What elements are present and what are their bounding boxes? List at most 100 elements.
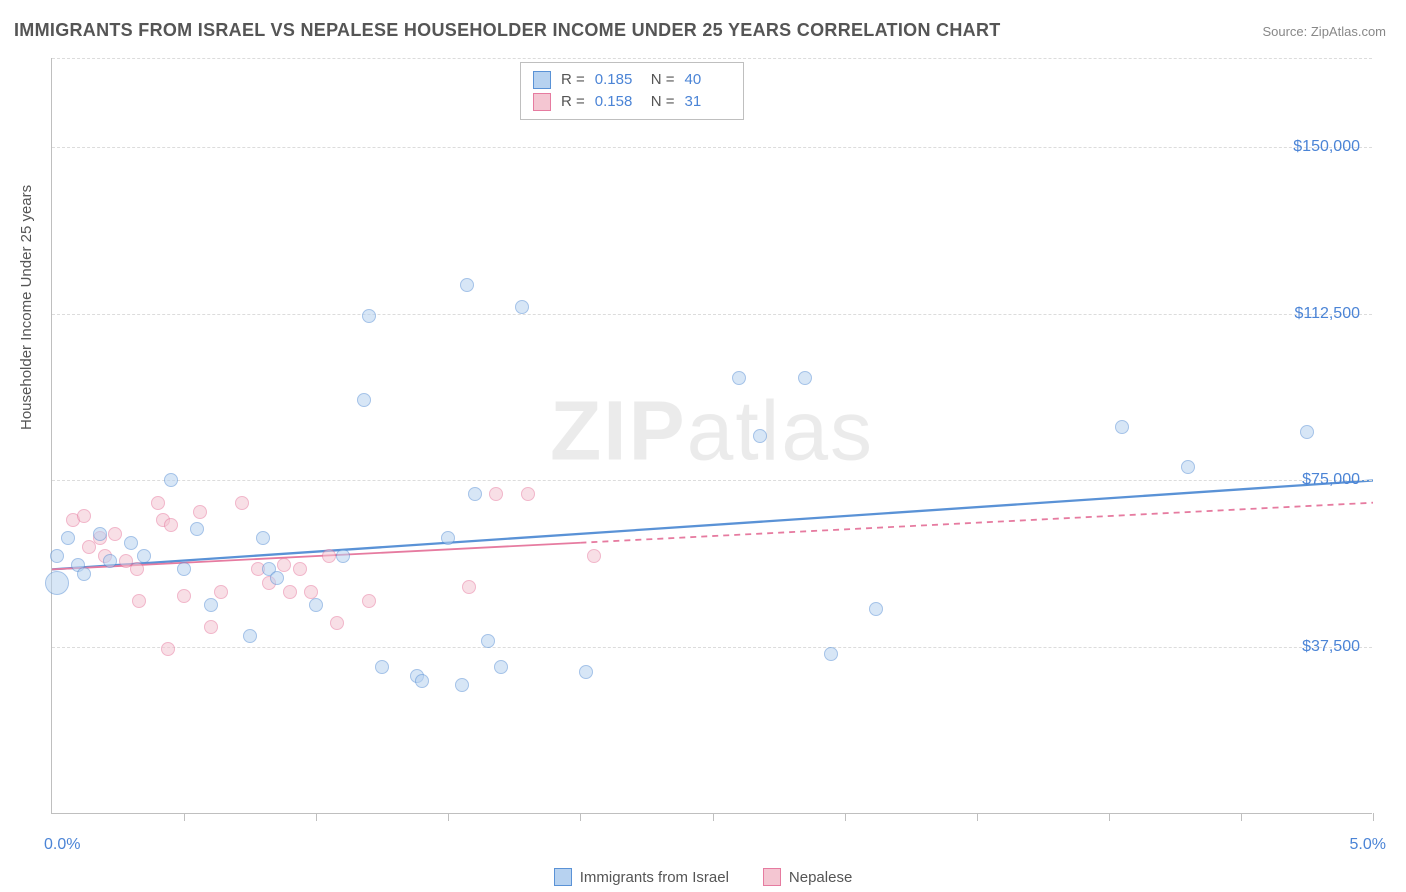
legend-item-nepalese: Nepalese: [763, 868, 852, 886]
legend-n-label: N =: [651, 69, 675, 91]
gridline: [52, 147, 1372, 148]
data-point-israel: [579, 665, 593, 679]
source-label: Source: ZipAtlas.com: [1262, 24, 1386, 39]
data-point-israel: [204, 598, 218, 612]
x-tick: [1373, 813, 1374, 821]
data-point-israel: [375, 660, 389, 674]
scatter-plot: ZIPatlas $37,500$75,000$112,500$150,000: [51, 58, 1372, 814]
y-tick-label: $150,000: [1293, 138, 1360, 156]
data-point-nepalese: [587, 549, 601, 563]
data-point-nepalese: [177, 589, 191, 603]
data-point-israel: [460, 278, 474, 292]
x-tick: [1109, 813, 1110, 821]
legend-n-label: N =: [651, 91, 675, 113]
data-point-israel: [869, 602, 883, 616]
data-point-nepalese: [322, 549, 336, 563]
legend-series: Immigrants from Israel Nepalese: [0, 868, 1406, 886]
data-point-israel: [798, 371, 812, 385]
trendline-ext-nepalese: [580, 503, 1373, 543]
legend-n-value-israel: 40: [685, 69, 731, 91]
legend-label-israel: Immigrants from Israel: [580, 869, 729, 886]
swatch-israel-icon: [533, 71, 551, 89]
data-point-nepalese: [293, 562, 307, 576]
legend-item-israel: Immigrants from Israel: [554, 868, 729, 886]
data-point-israel: [362, 309, 376, 323]
data-point-israel: [468, 487, 482, 501]
data-point-israel: [415, 674, 429, 688]
data-point-israel: [190, 522, 204, 536]
swatch-israel-icon: [554, 868, 572, 886]
data-point-israel: [243, 629, 257, 643]
data-point-nepalese: [235, 496, 249, 510]
y-tick-label: $75,000: [1302, 471, 1360, 489]
data-point-nepalese: [151, 496, 165, 510]
x-axis-max-label: 5.0%: [1350, 836, 1386, 854]
x-tick: [580, 813, 581, 821]
data-point-israel: [103, 554, 117, 568]
data-point-nepalese: [130, 562, 144, 576]
data-point-israel: [357, 393, 371, 407]
data-point-nepalese: [362, 594, 376, 608]
x-tick: [1241, 813, 1242, 821]
trendline-israel: [52, 480, 1373, 569]
data-point-israel: [753, 429, 767, 443]
x-tick: [845, 813, 846, 821]
data-point-nepalese: [164, 518, 178, 532]
x-tick: [316, 813, 317, 821]
data-point-israel: [1300, 425, 1314, 439]
data-point-nepalese: [304, 585, 318, 599]
data-point-israel: [137, 549, 151, 563]
x-tick: [713, 813, 714, 821]
chart-title: IMMIGRANTS FROM ISRAEL VS NEPALESE HOUSE…: [14, 20, 1001, 41]
gridline: [52, 480, 1372, 481]
legend-stats-row-israel: R = 0.185 N = 40: [533, 69, 731, 91]
data-point-nepalese: [283, 585, 297, 599]
data-point-israel: [270, 571, 284, 585]
y-axis-title: Householder Income Under 25 years: [18, 185, 35, 430]
data-point-israel: [164, 473, 178, 487]
legend-r-label: R =: [561, 69, 585, 91]
gridline: [52, 58, 1372, 59]
data-point-nepalese: [521, 487, 535, 501]
legend-r-label: R =: [561, 91, 585, 113]
data-point-nepalese: [330, 616, 344, 630]
data-point-israel: [177, 562, 191, 576]
data-point-israel: [45, 571, 69, 595]
data-point-nepalese: [77, 509, 91, 523]
trend-lines: [52, 58, 1373, 814]
data-point-nepalese: [214, 585, 228, 599]
legend-r-value-nepalese: 0.158: [595, 91, 641, 113]
data-point-israel: [824, 647, 838, 661]
legend-stats: R = 0.185 N = 40 R = 0.158 N = 31: [520, 62, 744, 120]
y-tick-label: $112,500: [1294, 305, 1360, 323]
data-point-nepalese: [108, 527, 122, 541]
data-point-nepalese: [462, 580, 476, 594]
gridline: [52, 647, 1372, 648]
legend-n-value-nepalese: 31: [685, 91, 731, 113]
data-point-israel: [61, 531, 75, 545]
data-point-israel: [309, 598, 323, 612]
data-point-israel: [455, 678, 469, 692]
data-point-israel: [336, 549, 350, 563]
data-point-israel: [1115, 420, 1129, 434]
data-point-nepalese: [489, 487, 503, 501]
legend-label-nepalese: Nepalese: [789, 869, 852, 886]
legend-stats-row-nepalese: R = 0.158 N = 31: [533, 91, 731, 113]
data-point-israel: [441, 531, 455, 545]
y-tick-label: $37,500: [1302, 638, 1360, 656]
data-point-israel: [494, 660, 508, 674]
data-point-nepalese: [204, 620, 218, 634]
data-point-israel: [1181, 460, 1195, 474]
data-point-israel: [50, 549, 64, 563]
data-point-israel: [256, 531, 270, 545]
data-point-nepalese: [132, 594, 146, 608]
data-point-israel: [77, 567, 91, 581]
x-axis-min-label: 0.0%: [44, 836, 80, 854]
gridline: [52, 314, 1372, 315]
data-point-nepalese: [277, 558, 291, 572]
legend-r-value-israel: 0.185: [595, 69, 641, 91]
data-point-israel: [732, 371, 746, 385]
x-tick: [977, 813, 978, 821]
data-point-nepalese: [193, 505, 207, 519]
data-point-nepalese: [161, 642, 175, 656]
